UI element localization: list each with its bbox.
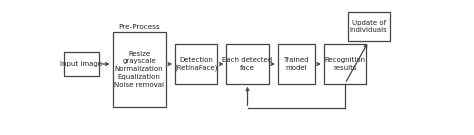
Text: Recognition
results: Recognition results bbox=[324, 57, 365, 71]
FancyBboxPatch shape bbox=[324, 44, 366, 84]
FancyBboxPatch shape bbox=[64, 52, 99, 77]
Text: Input image: Input image bbox=[60, 61, 102, 67]
FancyBboxPatch shape bbox=[175, 44, 217, 84]
Text: Resize
grayscale
Normalization
Equalization
Noise removal: Resize grayscale Normalization Equalizat… bbox=[114, 51, 164, 88]
Text: Update of
individuals: Update of individuals bbox=[350, 20, 388, 33]
FancyBboxPatch shape bbox=[112, 32, 166, 107]
FancyBboxPatch shape bbox=[227, 44, 269, 84]
FancyBboxPatch shape bbox=[347, 12, 390, 41]
Text: Pre-Process: Pre-Process bbox=[118, 24, 160, 30]
FancyBboxPatch shape bbox=[278, 44, 315, 84]
Text: Each detected
face: Each detected face bbox=[222, 57, 273, 71]
Text: Detection
(RetinaFace): Detection (RetinaFace) bbox=[174, 57, 218, 71]
Text: Trained
model: Trained model bbox=[283, 57, 309, 71]
